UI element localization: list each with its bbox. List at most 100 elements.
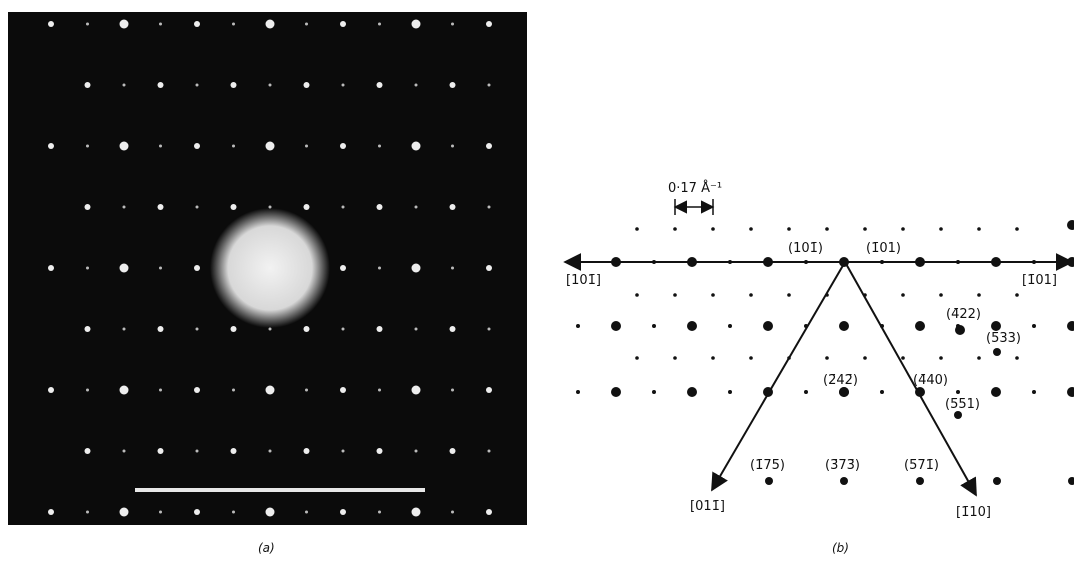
direction-label: [101̄] — [566, 273, 601, 288]
dot — [804, 324, 808, 328]
dot — [901, 293, 905, 297]
spot — [486, 143, 492, 149]
spot — [451, 267, 454, 270]
spot — [120, 142, 129, 151]
dot — [711, 293, 715, 297]
spot — [120, 508, 129, 517]
dot — [839, 257, 849, 267]
spot — [194, 265, 200, 271]
spot — [450, 448, 456, 454]
dot — [576, 324, 580, 328]
spot — [340, 387, 346, 393]
dot — [804, 390, 808, 394]
spot — [48, 143, 54, 149]
spot — [451, 511, 454, 514]
spot — [231, 326, 237, 332]
spot — [451, 23, 454, 26]
spot — [86, 23, 89, 26]
dot — [635, 227, 639, 231]
spot — [378, 267, 381, 270]
dot — [1032, 324, 1036, 328]
spot — [196, 84, 199, 87]
dot — [863, 227, 867, 231]
dot — [880, 324, 884, 328]
dot — [977, 227, 981, 231]
spot — [158, 326, 164, 332]
spot — [304, 326, 310, 332]
spot — [412, 20, 421, 29]
spot — [48, 509, 54, 515]
dot — [687, 257, 697, 267]
spot — [450, 326, 456, 332]
dot — [956, 390, 960, 394]
scale-bar — [135, 488, 425, 492]
spot — [194, 387, 200, 393]
dot — [787, 356, 791, 360]
spot — [120, 20, 129, 29]
spot — [194, 509, 200, 515]
spot — [266, 20, 275, 29]
spot — [486, 265, 492, 271]
index-label: (5̄51) — [945, 397, 980, 412]
dot — [825, 293, 829, 297]
figure: (a) 0·17 Å⁻¹ (101̄) (1̄01) [101̄] [1̄01]… — [0, 0, 1074, 562]
spot — [340, 21, 346, 27]
dot — [635, 293, 639, 297]
spot — [412, 264, 421, 273]
spot — [158, 448, 164, 454]
spot — [304, 82, 310, 88]
dot — [839, 321, 849, 331]
central-beam — [210, 208, 330, 328]
spot — [48, 387, 54, 393]
dot — [954, 411, 962, 419]
dot — [576, 260, 580, 264]
spot — [266, 142, 275, 151]
spot — [159, 145, 162, 148]
spot — [196, 450, 199, 453]
dot — [687, 321, 697, 331]
dot — [880, 260, 884, 264]
dot — [915, 387, 925, 397]
spot — [232, 389, 235, 392]
dot — [839, 387, 849, 397]
spot — [340, 143, 346, 149]
spot — [123, 206, 126, 209]
spot — [342, 84, 345, 87]
spot — [231, 448, 237, 454]
spot — [158, 204, 164, 210]
dot — [901, 227, 905, 231]
dot — [1032, 390, 1036, 394]
dot — [825, 227, 829, 231]
diffraction-photo — [8, 12, 527, 525]
spot — [269, 84, 272, 87]
spot — [488, 328, 491, 331]
spot — [231, 204, 237, 210]
dot — [611, 387, 621, 397]
spot — [415, 206, 418, 209]
spot — [488, 450, 491, 453]
spot — [269, 450, 272, 453]
dot — [880, 390, 884, 394]
dot — [991, 387, 1001, 397]
spot — [486, 387, 492, 393]
spot — [85, 204, 91, 210]
dot — [673, 293, 677, 297]
direction-label: [1̄10] — [956, 505, 991, 520]
spot — [304, 204, 310, 210]
spot — [305, 145, 308, 148]
spot — [232, 23, 235, 26]
dot — [939, 293, 943, 297]
dot — [763, 257, 773, 267]
spot — [378, 23, 381, 26]
spot — [159, 389, 162, 392]
dot — [915, 257, 925, 267]
dot — [673, 227, 677, 231]
direction-label: [1̄01] — [1022, 273, 1057, 288]
spot — [305, 389, 308, 392]
dot — [763, 321, 773, 331]
spot — [85, 448, 91, 454]
dot — [840, 477, 848, 485]
dot — [939, 356, 943, 360]
caption-a: (a) — [258, 541, 275, 555]
index-label: (1̄75̄) — [750, 458, 785, 473]
